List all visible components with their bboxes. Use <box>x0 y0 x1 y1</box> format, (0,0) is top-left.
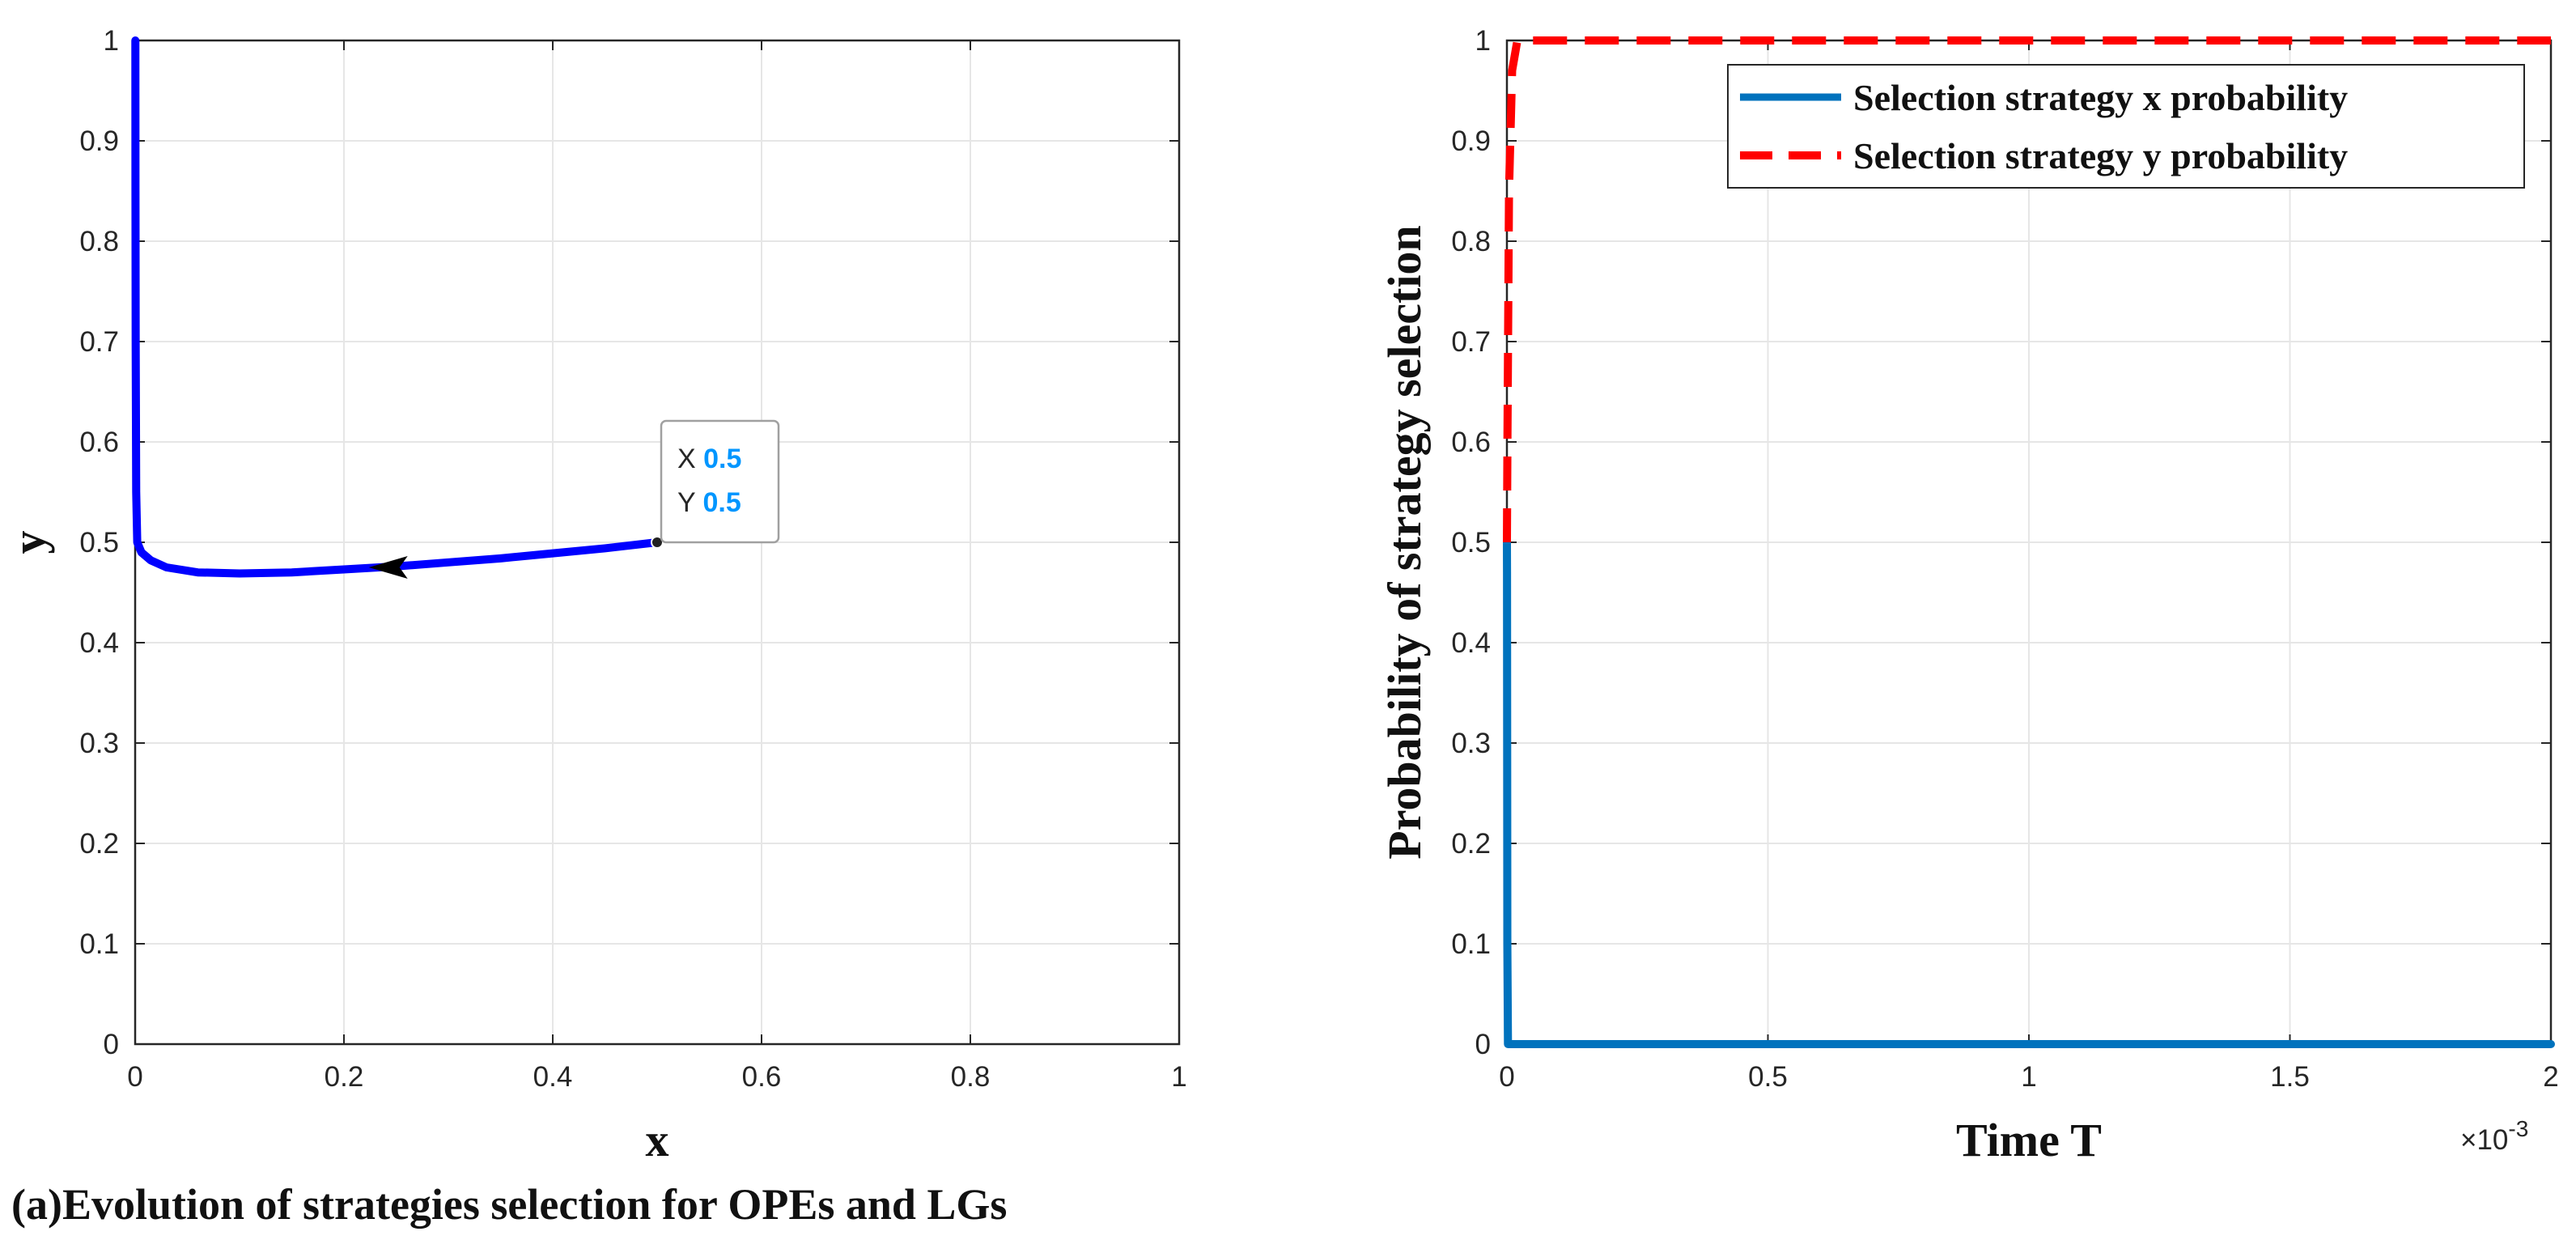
datatip-y: Y 0.5 <box>677 487 741 518</box>
panel-b-x-exponent-power: -3 <box>2508 1116 2528 1141</box>
y-tick-label: 0.9 <box>1451 125 1491 157</box>
y-tick-label: 0 <box>1475 1029 1491 1060</box>
panel-a-ticks: 0 0.2 0.4 0.6 0.8 1 0 0.1 0.2 0.3 0.4 0.5 0.6 0.7 0.8 0… <box>79 25 1186 1093</box>
y-tick-label: 0.4 <box>1451 627 1491 659</box>
panel-b-ylabel: Probability of strategy selection <box>1378 225 1431 859</box>
y-tick-label: 0.7 <box>1451 326 1491 358</box>
x-tick-label: 0 <box>1499 1061 1514 1093</box>
y-tick-label: 0.6 <box>79 427 119 458</box>
legend-label-x-strategy: Selection strategy x probability <box>1853 77 2348 118</box>
y-tick-label: 0.4 <box>79 627 119 659</box>
y-tick-label: 0.7 <box>79 326 119 358</box>
series-line-a-0 <box>131 36 661 578</box>
panel-b: 0 0.5 1 1.5 2 0 0.1 0.2 0.3 0.4 0.5 0.6 0.7 0.8 0.9 1 T… <box>1378 25 2559 1166</box>
y-tick-label: 0.6 <box>1451 427 1491 458</box>
x-tick-label: 0 <box>127 1061 142 1093</box>
y-tick-label: 1 <box>1475 25 1491 57</box>
x-tick-label: 1 <box>2021 1061 2036 1093</box>
panel-a-ylabel: y <box>2 531 55 554</box>
y-tick-label: 0.8 <box>1451 226 1491 257</box>
panel-a-xlabel: x <box>646 1114 669 1166</box>
datatip-box <box>660 419 780 544</box>
datatip: X 0.5 Y 0.5 <box>660 419 780 544</box>
y-tick-label: 0.2 <box>79 828 119 860</box>
panel-b-x-exponent: ×10-3 <box>2460 1116 2528 1156</box>
direction-arrow <box>368 556 408 579</box>
x-tick-label: 0.4 <box>533 1061 573 1093</box>
panel-b-x-exponent-base: ×10 <box>2460 1124 2508 1156</box>
y-tick-label: 0.2 <box>1451 828 1491 860</box>
y-tick-label: 0.1 <box>1451 928 1491 960</box>
x-tick-label: 0.8 <box>951 1061 991 1093</box>
y-tick-label: 0.1 <box>79 928 119 960</box>
panel-a-series: X 0.5 Y 0.5 <box>131 36 780 579</box>
datatip-x: X 0.5 <box>677 444 741 474</box>
x-tick-label: 0.6 <box>742 1061 782 1093</box>
x-tick-label: 0.5 <box>1748 1061 1788 1093</box>
y-tick-label: 0.3 <box>79 728 119 759</box>
legend-label-y-strategy: Selection strategy y probability <box>1853 135 2348 176</box>
y-tick-label: 0.9 <box>79 125 119 157</box>
series-line-b-0 <box>1503 538 2555 1048</box>
y-tick-label: 0.5 <box>79 527 119 558</box>
panel-b-legend: Selection strategy x probability Selecti… <box>1727 64 2525 189</box>
y-tick-label: 0.3 <box>1451 728 1491 759</box>
panel-b-xlabel: Time T <box>1956 1114 2102 1166</box>
panel-b-series <box>1503 36 2555 1048</box>
x-tick-label: 0.2 <box>325 1061 364 1093</box>
series-line-b-1 <box>1503 36 2551 543</box>
panel-b-ticks: 0 0.5 1 1.5 2 0 0.1 0.2 0.3 0.4 0.5 0.6 0.7 0.8 0.9 1 <box>1451 25 2558 1093</box>
panel-a: 0 0.2 0.4 0.6 0.8 1 0 0.1 0.2 0.3 0.4 0.5 0.6 0.7 0.8 0… <box>2 25 1187 1229</box>
y-tick-label: 0.8 <box>79 226 119 257</box>
y-tick-label: 0.5 <box>1451 527 1491 558</box>
y-tick-label: 0 <box>104 1029 119 1060</box>
x-tick-label: 1 <box>1171 1061 1186 1093</box>
x-tick-label: 1.5 <box>2270 1061 2310 1093</box>
panel-a-caption: (a)Evolution of strategies selection for… <box>11 1180 1007 1229</box>
y-tick-label: 1 <box>104 25 119 57</box>
x-tick-label: 2 <box>2543 1061 2558 1093</box>
legend-box <box>1727 64 2525 189</box>
